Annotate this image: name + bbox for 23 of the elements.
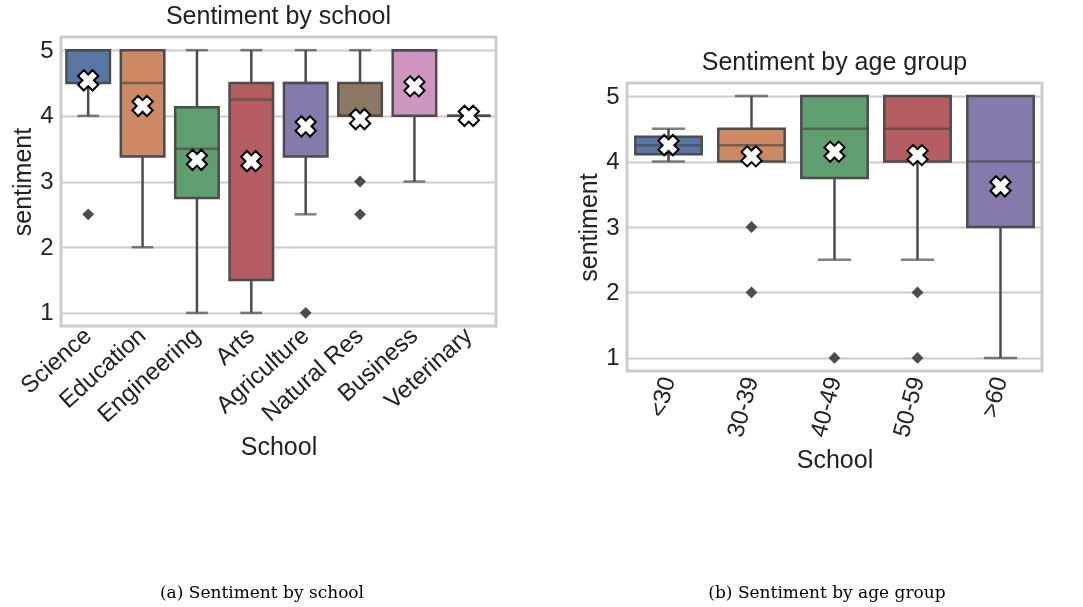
- y-tick-label: 1: [40, 298, 54, 326]
- x-tick-label: 40-49: [804, 373, 847, 440]
- y-tick-label: 4: [40, 101, 54, 129]
- y-tick-label: 2: [606, 277, 620, 305]
- y-tick-label: 5: [606, 81, 620, 109]
- x-axis-title: School: [240, 432, 318, 461]
- y-tick-label: 3: [606, 212, 620, 240]
- x-tick-label: 50-59: [887, 373, 930, 440]
- text: (b) Sentiment by age group: [707, 582, 947, 602]
- y-tick-label: 4: [606, 147, 620, 175]
- y-tick-label: 2: [40, 232, 54, 260]
- y-tick-label: 5: [40, 35, 54, 63]
- y-axis-title: sentiment: [574, 173, 603, 282]
- chart-title: Sentiment by age group: [701, 47, 968, 75]
- y-axis-title: sentiment: [8, 127, 37, 237]
- x-tick-label: 30-39: [721, 373, 764, 440]
- x-tick-label: >60: [975, 373, 1013, 420]
- y-tick-label: 1: [606, 343, 620, 371]
- x-tick-label: <30: [643, 373, 681, 420]
- chart-title: Sentiment by school: [165, 1, 392, 29]
- text: (a) Sentiment by school: [158, 582, 366, 602]
- y-tick-label: 3: [40, 167, 54, 194]
- x-axis-title: School: [796, 444, 874, 473]
